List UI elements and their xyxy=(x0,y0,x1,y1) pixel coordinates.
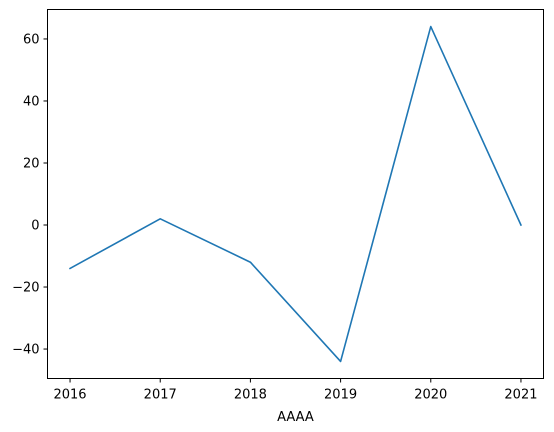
x-tick-label: 2020 xyxy=(414,388,447,403)
y-tick-label: −20 xyxy=(12,281,39,296)
y-tick-label: 20 xyxy=(23,156,40,171)
series-line xyxy=(68,25,523,363)
axis-ticks: 2016 2017 2018 2019 2020 2021 −40 −20 0 20 40 60 xyxy=(12,32,537,402)
x-tick-label: 2019 xyxy=(324,388,357,403)
x-axis-label: AAAA xyxy=(277,410,314,425)
y-tick-label: 60 xyxy=(23,32,40,47)
y-tick-label: −40 xyxy=(12,343,39,358)
y-tick-label: 40 xyxy=(23,94,40,109)
plot-frame xyxy=(47,9,544,379)
x-tick-label: 2016 xyxy=(53,388,86,403)
x-tick-label: 2021 xyxy=(504,388,537,403)
y-tick-label: 0 xyxy=(31,219,39,234)
x-tick-label: 2017 xyxy=(144,388,177,403)
x-tick-label: 2018 xyxy=(234,388,267,403)
